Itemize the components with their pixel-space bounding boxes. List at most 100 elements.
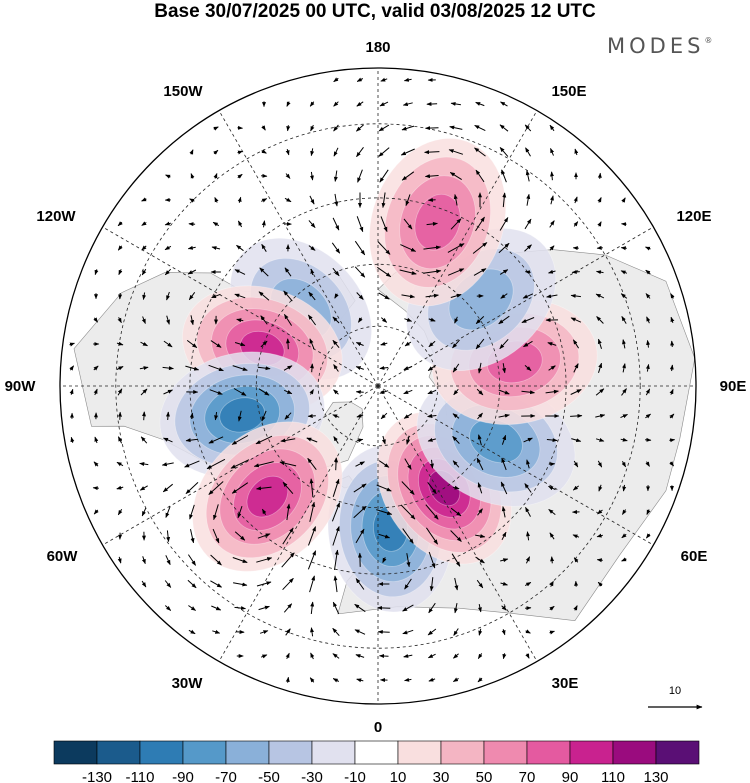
wind-arrow — [309, 677, 315, 683]
wind-arrow — [310, 601, 315, 615]
wind-arrow — [378, 147, 390, 157]
wind-arrow — [622, 339, 626, 349]
wind-arrow — [452, 363, 460, 373]
wind-arrow — [332, 678, 340, 683]
wind-arrow — [379, 169, 389, 183]
wind-arrow — [570, 293, 581, 298]
wind-arrow — [354, 240, 366, 256]
wind-arrow — [69, 388, 74, 395]
wind-arrow — [280, 438, 296, 443]
wind-arrow — [281, 552, 295, 568]
wind-arrow — [332, 526, 340, 546]
wind-arrow — [258, 605, 270, 611]
wind-arrow — [284, 197, 292, 203]
wind-arrow — [525, 170, 530, 182]
wind-arrow — [475, 316, 485, 324]
wind-arrow — [427, 197, 436, 202]
wind-arrow — [355, 528, 365, 544]
wind-arrow — [189, 504, 195, 520]
meridian-line — [102, 226, 379, 387]
wind-arrow — [596, 533, 604, 538]
wind-arrow — [620, 293, 628, 299]
wind-arrow — [187, 245, 196, 250]
colorbar-tick-label: 50 — [476, 769, 493, 783]
wind-arrow — [234, 293, 246, 299]
wind-arrow — [475, 338, 485, 350]
wind-arrow — [214, 412, 219, 421]
wind-arrow — [258, 291, 270, 301]
wind-arrow — [645, 363, 650, 372]
wind-arrow — [210, 580, 223, 588]
wind-arrow — [549, 220, 555, 228]
wind-arrow — [333, 77, 339, 83]
wind-arrow — [550, 171, 555, 181]
wind-arrow — [141, 197, 147, 202]
anomaly-contour — [219, 397, 266, 433]
wind-arrow — [162, 483, 174, 493]
wind-arrow — [256, 557, 273, 563]
wind-arrow — [399, 269, 417, 275]
wind-arrow — [669, 413, 675, 419]
wind-arrow — [93, 509, 99, 515]
wind-arrow — [570, 389, 582, 395]
wind-arrow — [189, 412, 194, 419]
wind-arrow — [449, 125, 463, 130]
wind-arrow — [573, 460, 579, 468]
wind-arrow — [213, 126, 219, 131]
wind-arrow — [376, 509, 393, 515]
wind-arrow — [259, 630, 269, 635]
anomaly-north-atlantic-low — [327, 444, 454, 613]
wind-arrow — [597, 338, 602, 349]
wind-arrow — [94, 436, 99, 444]
wind-arrow — [357, 317, 363, 323]
wind-arrow — [164, 605, 172, 611]
anomaly-northwest-atlantic-high — [192, 421, 343, 572]
wind-arrow — [117, 508, 123, 516]
meridian-line — [218, 385, 379, 662]
wind-arrow — [426, 221, 438, 226]
wind-arrow — [232, 557, 248, 563]
wind-arrow — [356, 77, 364, 82]
colorbar-swatch — [182, 740, 227, 765]
anomaly-layer — [159, 138, 598, 613]
wind-arrow — [500, 101, 508, 107]
wind-arrow — [308, 526, 316, 546]
wind-arrow — [526, 459, 530, 469]
wind-arrow — [190, 315, 195, 326]
wind-arrow — [521, 390, 535, 395]
wind-arrow — [116, 341, 124, 346]
wind-arrow — [187, 269, 197, 275]
wind-arrow — [595, 413, 606, 418]
wind-arrow — [499, 269, 509, 275]
wind-arrow — [118, 269, 123, 276]
wind-arrow — [332, 601, 340, 615]
reference-vector-label: 10 — [669, 685, 681, 697]
wind-arrow — [596, 558, 603, 563]
wind-arrow — [670, 293, 675, 299]
wind-arrow — [333, 147, 339, 157]
wind-arrow — [622, 484, 627, 492]
wind-arrow — [400, 148, 415, 156]
wind-arrow — [524, 218, 532, 230]
wind-arrow — [472, 242, 488, 254]
wind-arrow — [378, 292, 390, 300]
wind-arrow — [475, 534, 486, 539]
wind-arrow — [595, 293, 605, 299]
wind-arrow — [208, 481, 224, 495]
wind-arrow — [478, 628, 483, 636]
wind-arrow — [669, 364, 674, 372]
wind-arrow — [256, 581, 272, 587]
colorbar-tick-label: -90 — [172, 769, 194, 783]
lon-label-60e: 60E — [681, 548, 708, 565]
wind-arrow — [166, 530, 171, 543]
wind-arrow — [620, 246, 627, 251]
wind-arrow — [309, 338, 315, 350]
wind-arrow — [187, 579, 197, 589]
wind-arrow — [332, 414, 340, 419]
lon-label-150w: 150W — [163, 83, 203, 100]
colorbar-swatch — [526, 740, 571, 765]
wind-arrow — [501, 605, 507, 611]
wind-arrow — [165, 411, 170, 421]
wind-arrow — [140, 436, 148, 444]
wind-arrow — [211, 293, 221, 299]
